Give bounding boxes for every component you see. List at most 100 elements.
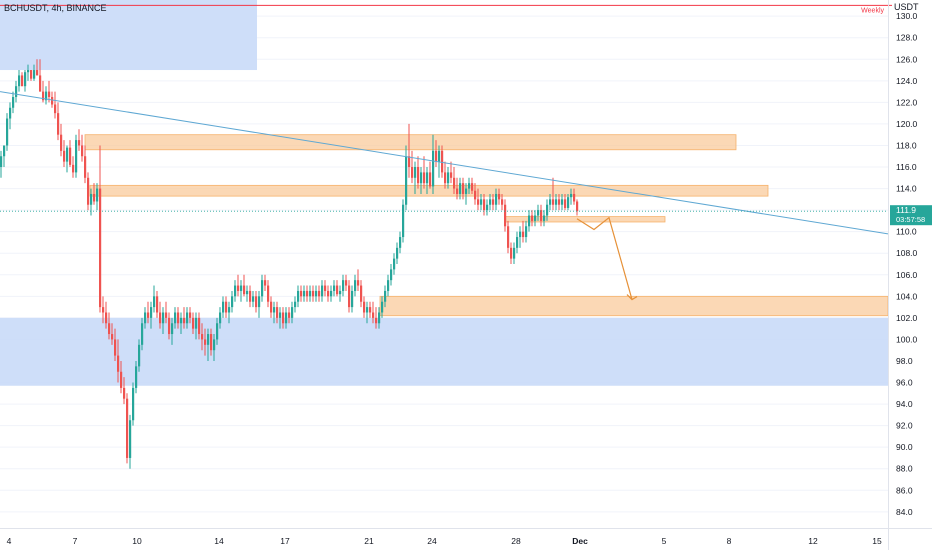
x-tick-label: 8 (727, 536, 732, 546)
candle-body (387, 280, 390, 291)
x-tick-label: 12 (808, 536, 818, 546)
candle-body (123, 387, 126, 399)
candle-body (90, 193, 93, 205)
candle-body (351, 290, 354, 308)
x-tick-label: 21 (364, 536, 374, 546)
candle-body (141, 323, 144, 345)
candle-body (519, 231, 522, 238)
candle-body (267, 285, 270, 302)
candle-body (453, 177, 456, 189)
candle-body (366, 307, 369, 313)
candle-body (303, 290, 306, 297)
candle-body (495, 193, 498, 205)
candle-body (285, 312, 288, 324)
candle-body (450, 172, 453, 178)
candle-body (540, 210, 543, 221)
candle-body (282, 312, 285, 324)
last-price-value: 111.9 (896, 205, 916, 215)
countdown-value: 03:57:58 (896, 215, 925, 224)
candle-body (567, 197, 570, 208)
y-tick-label: 118.0 (896, 140, 917, 150)
candle-body (402, 204, 405, 238)
candle-body (360, 285, 363, 302)
candle-body (15, 86, 18, 97)
y-tick-label: 102.0 (896, 313, 918, 323)
candle-body (474, 190, 477, 200)
candle-body (27, 70, 30, 73)
y-tick-label: 128.0 (896, 33, 918, 43)
supply-zone (379, 295, 889, 317)
candle-body (21, 75, 24, 87)
candle-body (573, 193, 576, 202)
candle-body (297, 290, 300, 302)
candle-body (84, 156, 87, 178)
candle-body (549, 199, 552, 205)
candle-body (54, 104, 57, 114)
y-tick-label: 120.0 (896, 119, 918, 129)
candle-body (384, 290, 387, 302)
candle-body (39, 75, 42, 92)
candle-body (333, 285, 336, 291)
candle-body (156, 296, 159, 313)
candle-body (408, 156, 411, 168)
candle-body (546, 204, 549, 216)
candle-body (459, 183, 462, 194)
x-tick-label: 24 (427, 536, 437, 546)
candle-body (66, 147, 69, 162)
candle-body (468, 183, 471, 189)
candle-body (375, 317, 378, 324)
candle-body (300, 290, 303, 297)
candle-body (378, 312, 381, 324)
x-tick-label: 14 (214, 536, 224, 546)
candle-body (75, 140, 78, 173)
y-tick-label: 96.0 (896, 378, 913, 388)
candle-body (57, 113, 60, 135)
candle-body (516, 237, 519, 248)
candle-body (6, 118, 9, 146)
candle-body (204, 339, 207, 345)
candle-body (483, 199, 486, 211)
candle-body (105, 312, 108, 324)
candle-body (444, 172, 447, 184)
candle-body (441, 150, 444, 173)
candle-body (126, 398, 129, 458)
candle-body (177, 312, 180, 324)
candle-body (462, 183, 465, 194)
candle-body (195, 317, 198, 329)
candle-body (426, 172, 429, 184)
candle-body (48, 91, 51, 97)
candle-body (30, 70, 33, 79)
candle-body (231, 296, 234, 308)
candle-body (138, 344, 141, 367)
candle-body (207, 334, 210, 345)
candle-body (480, 199, 483, 205)
candle-body (0, 156, 3, 168)
x-tick-label: 5 (662, 536, 667, 546)
projection-path (576, 216, 633, 300)
candle-body (345, 280, 348, 286)
candle-body (558, 199, 561, 205)
candle-body (114, 339, 117, 356)
candle-body (87, 177, 90, 205)
candle-body (219, 312, 222, 324)
candle-body (525, 226, 528, 238)
candle-body (513, 247, 516, 259)
candle-body (498, 193, 501, 200)
candle-body (201, 334, 204, 340)
candle-body (168, 317, 171, 335)
candle-body (132, 387, 135, 421)
candle-body (336, 285, 339, 295)
y-tick-label: 116.0 (896, 162, 917, 172)
candle-body (12, 96, 15, 108)
candle-body (234, 285, 237, 297)
y-tick-label: 94.0 (896, 399, 913, 409)
candle-body (72, 164, 75, 173)
candle-body (99, 188, 102, 308)
y-tick-label: 110.0 (896, 227, 917, 237)
candle-body (150, 307, 153, 318)
candle-body (42, 91, 45, 101)
candle-body (315, 290, 318, 297)
candle-body (162, 312, 165, 324)
x-tick-label: Dec (572, 536, 588, 546)
